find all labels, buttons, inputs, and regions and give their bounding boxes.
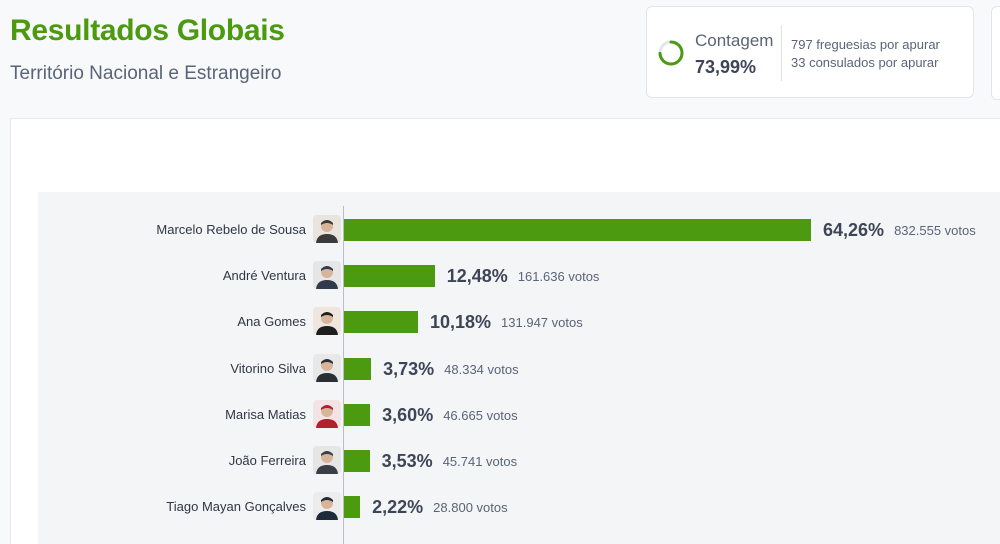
result-bar <box>344 403 371 426</box>
percentage-label: 3,73% <box>383 358 435 379</box>
result-bar <box>344 496 361 519</box>
candidate-name: Marcelo Rebelo de Sousa <box>156 222 306 237</box>
portrait-photo-icon <box>313 215 341 243</box>
portrait-photo-icon <box>313 307 341 336</box>
candidate-name: Vitorino Silva <box>230 360 306 376</box>
count-card: Contagem 73,99% 797 freguesias por apura… <box>646 6 974 98</box>
candidate-name: João Ferreira <box>228 453 306 468</box>
count-label: Contagem <box>695 31 774 50</box>
votes-label: 45.741 votos <box>442 454 518 469</box>
portrait-photo-icon <box>313 353 341 382</box>
result-bar <box>344 357 372 380</box>
result-bar <box>344 450 370 472</box>
portrait-photo-icon <box>313 399 341 428</box>
portrait-photo-icon <box>313 261 341 290</box>
percentage-label: 10,18% <box>429 312 492 333</box>
count-value: 73,99% <box>695 57 757 77</box>
result-bar <box>344 265 435 288</box>
result-bar <box>344 219 811 241</box>
percentage-label: 12,48% <box>446 266 508 287</box>
portrait-photo-icon <box>313 492 341 521</box>
portrait-photo-icon <box>313 446 341 474</box>
candidate-name: Marisa Matias <box>225 406 306 422</box>
next-card <box>991 6 1000 100</box>
percentage-label: 2,22% <box>372 497 424 518</box>
candidate-name: Ana Gomes <box>237 314 306 330</box>
chart-axis-line <box>343 206 344 544</box>
divider <box>781 25 782 81</box>
votes-label: 28.800 votos <box>433 500 508 516</box>
percentage-label: 3,60% <box>382 404 434 425</box>
consulados-pending: 33 consulados por apurar <box>791 55 939 70</box>
candidate-name: André Ventura <box>222 268 306 284</box>
result-bar <box>344 311 418 334</box>
votes-label: 832.555 votos <box>894 223 976 238</box>
results-chart <box>38 192 1000 544</box>
votes-label: 46.665 votos <box>443 407 518 423</box>
candidate-name: Tiago Mayan Gonçalves <box>166 499 306 515</box>
votes-label: 48.334 votos <box>444 361 519 377</box>
percentage-label: 3,53% <box>381 451 433 471</box>
page-title: Resultados Globais <box>10 14 285 47</box>
freguesias-pending: 797 freguesias por apurar <box>791 37 940 52</box>
votes-label: 131.947 votos <box>501 315 583 331</box>
percentage-label: 64,26% <box>823 220 885 240</box>
page-subtitle: Território Nacional e Estrangeiro <box>10 63 282 84</box>
progress-ring-icon <box>658 40 684 66</box>
votes-label: 161.636 votos <box>517 269 600 285</box>
